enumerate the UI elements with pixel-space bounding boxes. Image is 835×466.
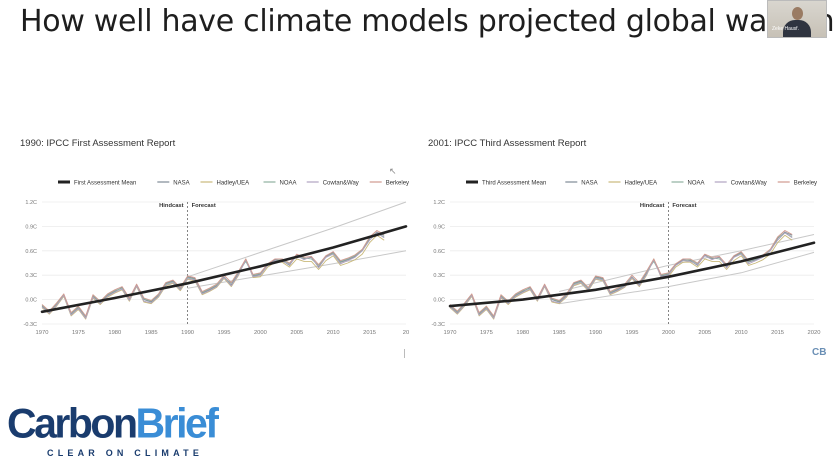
model-range-lower: [187, 250, 407, 289]
chart-title: 2001: IPCC Third Assessment Report: [428, 138, 587, 149]
x-tick-label: 1990: [181, 330, 194, 336]
x-tick-label: 2005: [698, 330, 711, 336]
presenter-video-thumbnail[interactable]: Zeke Hausf.: [767, 0, 827, 38]
logo-wordmark: CarbonBrief: [7, 399, 219, 448]
series-line-noaa: [41, 232, 385, 318]
y-tick-label: 1.2C: [25, 200, 37, 206]
carbonbrief-corner-mark: CB: [812, 347, 827, 358]
x-tick-label: 2020: [808, 330, 821, 336]
presenter-head: [792, 7, 803, 20]
x-tick-label: 1975: [480, 330, 493, 336]
x-tick-label: 1995: [218, 330, 231, 336]
hindcast-label: Hindcast: [159, 203, 184, 209]
y-tick-label: 0.3C: [25, 273, 37, 279]
x-tick-label: 1990: [589, 330, 602, 336]
x-tick-label: 1985: [553, 330, 566, 336]
legend-label: Third Assessment Mean: [482, 181, 546, 187]
mouse-cursor-icon: ↖: [389, 166, 397, 176]
x-tick-label: 2015: [363, 330, 376, 336]
x-tick-label: 2015: [771, 330, 784, 336]
y-tick-label: 0.0C: [25, 298, 37, 304]
model-range-lower: [559, 251, 815, 305]
far-chart: First Assessment Mean NASA Hadley/UEA NOAA C…: [24, 180, 409, 336]
series-line-nasa: [41, 231, 385, 318]
x-tick-label: 2000: [662, 330, 675, 336]
y-tick-label: 0.9C: [25, 224, 37, 230]
series-line-cowtan-way: [41, 232, 385, 319]
y-tick-label: 0.9C: [433, 224, 445, 230]
x-tick-label: 2005: [290, 330, 303, 336]
presenter-name: Zeke Hausf.: [772, 26, 799, 32]
y-tick-label: -0.3C: [432, 322, 445, 328]
chart-panel-far: 1990: IPCC First Assessment Report First…: [12, 130, 422, 350]
legend-label: NOAA: [688, 181, 705, 187]
model-mean-line: [40, 225, 408, 314]
legend-label: NASA: [173, 181, 189, 187]
series-line-hadley-uea: [449, 234, 793, 320]
x-tick-label: 1985: [145, 330, 158, 336]
x-tick-label: 2000: [254, 330, 267, 336]
presenter-body: [783, 20, 811, 37]
legend-label: NOAA: [280, 181, 297, 187]
y-tick-label: 0.3C: [433, 273, 445, 279]
legend-label: Berkeley: [794, 181, 817, 187]
legend-label: Berkeley: [386, 181, 409, 187]
x-tick-label: 1995: [626, 330, 639, 336]
x-tick-label: 1970: [444, 330, 457, 336]
legend-label: First Assessment Mean: [74, 181, 136, 187]
x-tick-label: 20: [403, 330, 409, 336]
logo-tagline: CLEAR ON CLIMATE: [47, 448, 204, 458]
forecast-label: Forecast: [672, 203, 696, 209]
divider-tick: [404, 349, 405, 358]
model-range-upper: [187, 201, 407, 278]
series-line-cowtan-way: [449, 232, 793, 319]
chart-title: 1990: IPCC First Assessment Report: [20, 138, 176, 149]
y-tick-label: -0.3C: [24, 322, 37, 328]
chart-panel-tar: 2001: IPCC Third Assessment Report Third…: [420, 130, 830, 350]
legend-label: Hadley/UEA: [217, 181, 250, 187]
legend-label: NASA: [581, 181, 597, 187]
legend-label: Hadley/UEA: [625, 181, 658, 187]
carbonbrief-logo: CarbonBrief CLEAR ON CLIMATE: [7, 400, 219, 462]
series-line-noaa: [449, 232, 793, 318]
x-tick-label: 1980: [516, 330, 529, 336]
logo-brief: Brief: [135, 399, 219, 447]
x-tick-label: 1975: [72, 330, 85, 336]
hindcast-label: Hindcast: [640, 203, 665, 209]
x-tick-label: 2010: [735, 330, 748, 336]
y-tick-label: 0.0C: [433, 298, 445, 304]
model-mean-line: [448, 241, 816, 308]
y-tick-label: 0.6C: [25, 249, 37, 255]
forecast-label: Forecast: [192, 203, 216, 209]
tar-chart: Third Assessment Mean NASA Hadley/UEA NOAA C…: [432, 180, 821, 336]
logo-carbon: Carbon: [7, 399, 138, 447]
series-line-nasa: [449, 231, 793, 318]
x-tick-label: 2010: [327, 330, 340, 336]
y-tick-label: 0.6C: [433, 249, 445, 255]
series-line-hadley-uea: [41, 234, 385, 320]
legend-label: Cowtan&Way: [323, 181, 359, 187]
y-tick-label: 1.2C: [433, 200, 445, 206]
x-tick-label: 1970: [36, 330, 49, 336]
x-tick-label: 1980: [108, 330, 121, 336]
slide-title: How well have climate models projected g…: [20, 4, 835, 39]
legend-label: Cowtan&Way: [731, 181, 767, 187]
